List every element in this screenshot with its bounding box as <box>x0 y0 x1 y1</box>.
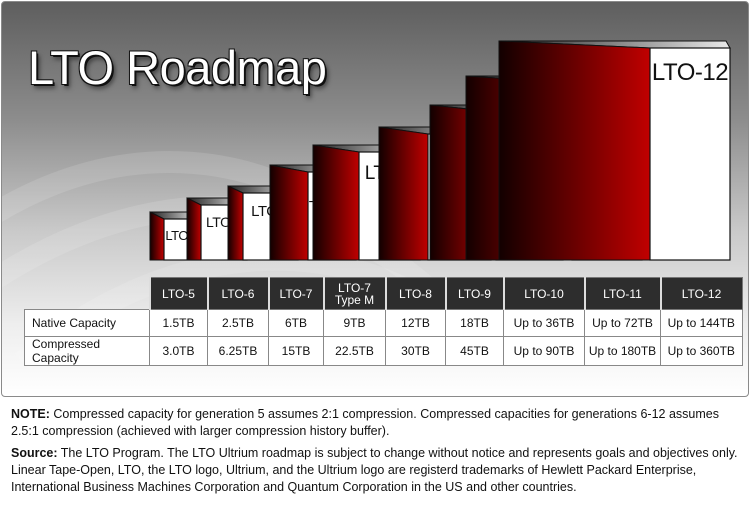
capacity-table: LTO-5 LTO-6 LTO-7 LTO-7 Type M LTO-8 LTO… <box>24 277 743 366</box>
table-cell: Up to 90TB <box>503 336 585 366</box>
tape-box-front <box>649 47 731 261</box>
table-cell: 15TB <box>268 336 324 366</box>
table-corner <box>25 278 150 310</box>
table-row-native: Native Capacity 1.5TB 2.5TB 6TB 9TB 12TB… <box>24 309 743 337</box>
table-cell: 18TB <box>445 309 504 337</box>
header-lto-12: LTO-12 <box>659 277 743 310</box>
table-cell: Up to 360TB <box>660 336 743 366</box>
table-cell: 9TB <box>323 309 386 337</box>
header-lto-7-type-m: LTO-7 Type M <box>322 277 386 310</box>
header-lto-11: LTO-11 <box>583 277 661 310</box>
page-title: LTO Roadmap <box>28 41 327 94</box>
table-cell: 6.25TB <box>207 336 269 366</box>
source-paragraph: Source: The LTO Program. The LTO Ultrium… <box>11 445 743 496</box>
table-cell: Up to 144TB <box>660 309 743 337</box>
header-lto-7-type-m-label: LTO-7 Type M <box>334 280 375 307</box>
table-row-compressed: Compressed Capacity 3.0TB 6.25TB 15TB 22… <box>24 336 743 366</box>
table-cell: 12TB <box>385 309 446 337</box>
header-lto-5: LTO-5 <box>148 277 208 310</box>
note-label: NOTE: <box>11 407 50 421</box>
tape-box-side <box>149 211 165 261</box>
tape-box-side <box>378 126 429 261</box>
tape-box-side <box>269 164 309 261</box>
table-cell: 1.5TB <box>149 309 208 337</box>
table-cell: Up to 72TB <box>584 309 661 337</box>
row-label-compressed: Compressed Capacity <box>24 336 150 366</box>
tape-box-label: LTO-12 <box>652 59 728 86</box>
header-lto-8: LTO-8 <box>384 277 446 310</box>
table-cell: 2.5TB <box>207 309 269 337</box>
header-lto-6: LTO-6 <box>206 277 269 310</box>
note-paragraph: NOTE: Compressed capacity for generation… <box>11 406 743 440</box>
table-cell: Up to 180TB <box>584 336 661 366</box>
tape-box-side <box>312 144 360 261</box>
source-label: Source: <box>11 446 58 460</box>
table-header-row: LTO-5 LTO-6 LTO-7 LTO-7 Type M LTO-8 LTO… <box>25 277 743 310</box>
source-text: The LTO Program. The LTO Ultrium roadmap… <box>11 446 738 494</box>
table-cell: 30TB <box>385 336 446 366</box>
header-lto-10: LTO-10 <box>502 277 585 310</box>
table-cell: 22.5TB <box>323 336 386 366</box>
header-lto-9: LTO-9 <box>444 277 504 310</box>
note-text: Compressed capacity for generation 5 ass… <box>11 407 719 438</box>
tape-box-side <box>498 40 651 261</box>
tape-box: LTO-12 <box>498 40 731 261</box>
table-cell: 3.0TB <box>149 336 208 366</box>
table-cell: Up to 36TB <box>503 309 585 337</box>
table-cell: 45TB <box>445 336 504 366</box>
header-lto-7: LTO-7 <box>267 277 324 310</box>
row-label-native: Native Capacity <box>24 309 150 337</box>
footnotes: NOTE: Compressed capacity for generation… <box>11 406 743 501</box>
table-cell: 6TB <box>268 309 324 337</box>
tape-box-side <box>227 185 244 261</box>
tape-box-side <box>186 197 202 261</box>
